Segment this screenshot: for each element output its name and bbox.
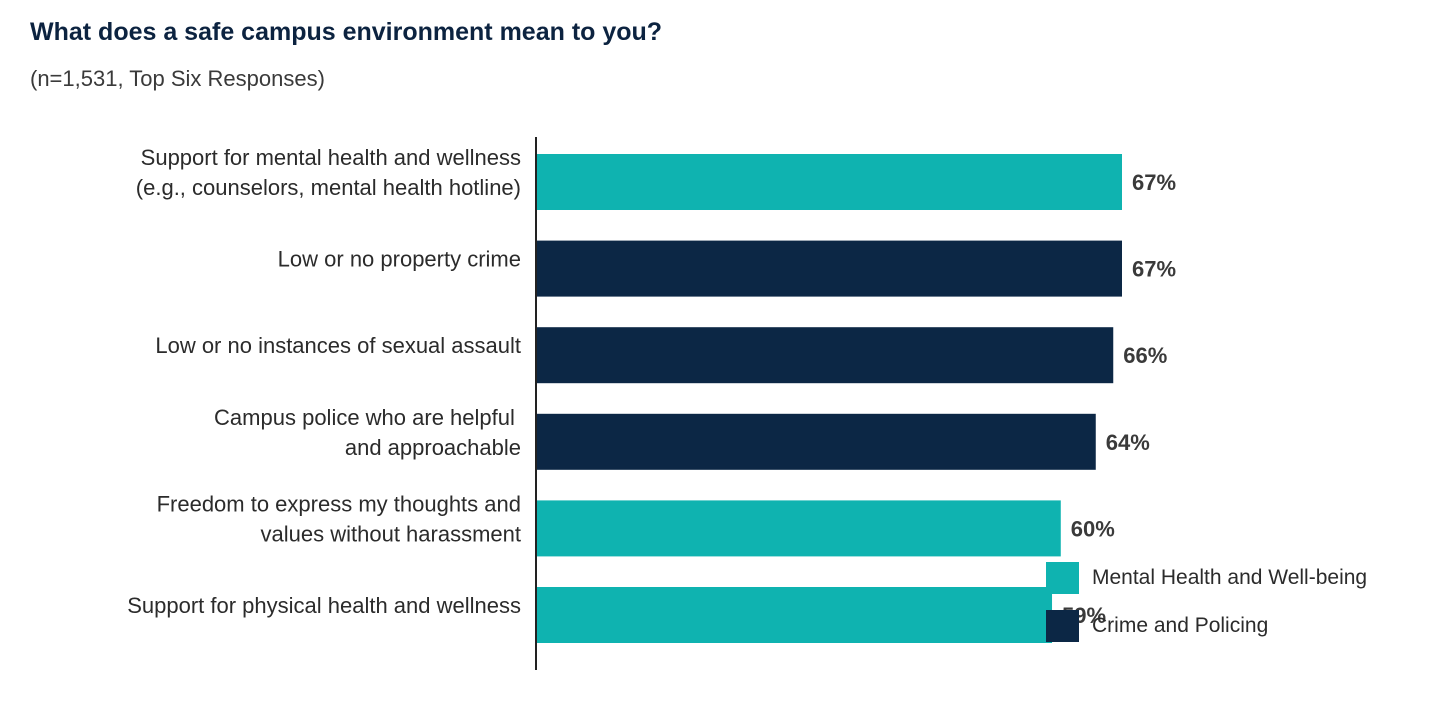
- category-label-freedom-to-express-my-thoughts-and: Freedom to express my thoughts and values…: [157, 491, 521, 546]
- chart-title: What does a safe campus environment mean…: [30, 18, 663, 46]
- category-label-line: Campus police who are helpful: [214, 405, 521, 430]
- category-label-line: Low or no property crime: [278, 247, 521, 272]
- bar-campus-police-who-are-helpful: [536, 413, 1096, 470]
- category-label-support-for-physical-health-and-wellness: Support for physical health and wellness: [127, 593, 521, 618]
- category-label-low-or-no-property-crime: Low or no property crime: [278, 247, 521, 272]
- category-label-line: values without harassment: [261, 521, 521, 546]
- bar-low-or-no-instances-of-sexual-assault: [536, 327, 1114, 384]
- legend-label-crime-policing: Crime and Policing: [1092, 614, 1269, 637]
- category-label-line: and approachable: [345, 435, 521, 460]
- category-label-line: Support for physical health and wellness: [127, 593, 521, 618]
- legend-item-mental-health: Mental Health and Well-being: [1046, 562, 1367, 594]
- category-label-line: Support for mental health and wellness: [141, 145, 521, 170]
- category-label-support-for-mental-health-and-wellness: Support for mental health and wellness (e…: [136, 145, 521, 200]
- bar-freedom-to-express-my-thoughts-and: [536, 500, 1061, 557]
- bar-support-for-physical-health-and-wellness: [536, 587, 1053, 643]
- value-label-low-or-no-instances-of-sexual-assault: 66%: [1123, 343, 1167, 368]
- value-label-support-for-mental-health-and-wellness: 67%: [1132, 170, 1176, 195]
- bar-low-or-no-property-crime: [536, 240, 1122, 297]
- value-label-campus-police-who-are-helpful: 64%: [1106, 430, 1150, 455]
- bars-group: [536, 154, 1122, 643]
- category-label-low-or-no-instances-of-sexual-assault: Low or no instances of sexual assault: [155, 333, 521, 358]
- value-label-low-or-no-property-crime: 67%: [1132, 257, 1176, 282]
- category-label-line: Low or no instances of sexual assault: [155, 333, 521, 358]
- category-label-line: (e.g., counselors, mental health hotline…: [136, 175, 521, 200]
- category-label-campus-police-who-are-helpful: Campus police who are helpful and approa…: [214, 405, 521, 460]
- legend-label-mental-health: Mental Health and Well-being: [1092, 566, 1368, 589]
- category-label-line: Freedom to express my thoughts and: [157, 491, 521, 516]
- labels-group: 67% Support for mental health and wellnes…: [127, 145, 1176, 628]
- value-label-freedom-to-express-my-thoughts-and: 60%: [1071, 516, 1115, 541]
- legend-swatch-mental-health: [1046, 562, 1079, 594]
- bar-support-for-mental-health-and-wellness: [536, 154, 1122, 210]
- legend: Mental Health and Well-being Crime and P…: [1046, 562, 1367, 658]
- legend-swatch-crime-policing: [1046, 610, 1079, 642]
- chart-subtitle: (n=1,531, Top Six Responses): [30, 66, 325, 91]
- legend-item-crime-policing: Crime and Policing: [1046, 610, 1367, 642]
